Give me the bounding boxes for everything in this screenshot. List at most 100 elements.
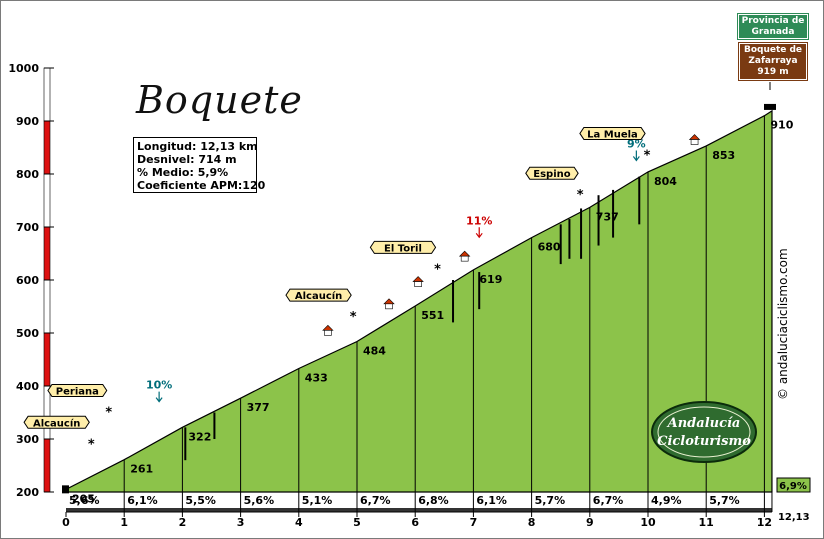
profile-base-strip <box>66 508 772 512</box>
segment-grade-label: 5,5% <box>185 494 216 507</box>
house-icon <box>324 330 332 336</box>
x-tick-label: 11 <box>699 516 714 529</box>
x-tick-label: 9 <box>586 516 594 529</box>
x-tick-label: 10 <box>640 516 656 529</box>
x-tick-label: 7 <box>470 516 478 529</box>
segment-grade-label: 5,6% <box>69 494 100 507</box>
last-grade-label: 6,9% <box>779 481 807 492</box>
place-marker-icon: * <box>105 406 112 421</box>
x-end-label: 12,13 <box>778 512 810 523</box>
stat-length: Longitud: 12,13 km <box>137 140 258 153</box>
altitude-label: 551 <box>421 309 444 322</box>
place-signs: Alcaucín * Periana * Alcaucín * El Toril * Espin… <box>23 82 776 494</box>
profile-fill <box>65 109 773 493</box>
altitude-label: 619 <box>479 273 502 286</box>
y-tick-label: 1000 <box>8 62 39 75</box>
stat-avg: % Medio: 5,9% <box>137 166 229 179</box>
place-label: Alcaucín <box>33 417 80 429</box>
place-sign <box>579 126 646 140</box>
province-sign: Provincia de Granada <box>737 13 809 40</box>
stat-gain: Desnivel: 714 m <box>137 153 237 166</box>
stats-box: Longitud: 12,13 km Desnivel: 714 m % Med… <box>133 137 266 193</box>
house-icon <box>458 250 471 257</box>
altitude-label: 261 <box>130 463 153 476</box>
profile-labels: 0 1 2 3 4 5 6 7 8 9 10 11 12 12,132052613223774334845… <box>62 119 811 529</box>
segment-grade-label: 5,7% <box>535 494 566 507</box>
logo-text-line-1: Andalucía <box>666 416 741 431</box>
pass-line-3: 919 m <box>757 67 789 77</box>
y-axis-band <box>43 279 51 334</box>
place-label: El Toril <box>384 243 422 254</box>
y-tick-label: 500 <box>16 327 39 340</box>
segment-grade-label: 6,8% <box>418 494 449 507</box>
house-icon <box>460 255 469 262</box>
place-sign <box>47 384 108 397</box>
house-icon <box>412 276 424 282</box>
segment-grade-label: 6,7% <box>360 494 391 507</box>
place-sign <box>285 288 352 302</box>
y-axis-band <box>43 438 51 493</box>
stat-coef: Coeficiente APM:120 <box>137 179 266 192</box>
house-icon <box>383 298 395 305</box>
house-icon <box>322 324 334 331</box>
y-tick-label: 300 <box>16 433 39 446</box>
province-line-2: Granada <box>751 27 795 37</box>
down-arrow-icon <box>475 227 483 239</box>
house-icon <box>688 134 701 140</box>
y-axis-band <box>43 120 51 175</box>
y-axis-band <box>43 67 51 122</box>
logo-ellipse <box>651 401 757 463</box>
altitude-label: 322 <box>188 430 211 443</box>
pass-line-2: Zafarraya <box>748 56 798 66</box>
x-tick-label: 1 <box>120 516 128 529</box>
province-line-1: Provincia de <box>741 16 805 26</box>
segment-grade-label: 5,6% <box>244 494 275 507</box>
y-tick-label: 200 <box>16 486 39 499</box>
segment-grade-label: 6,1% <box>127 494 158 507</box>
x-tick-label: 2 <box>179 516 187 529</box>
y-tick-label: 800 <box>16 168 39 181</box>
place-label: La Muela <box>587 129 638 140</box>
segment-grade-label: 4,9% <box>651 494 682 507</box>
x-tick-label: 0 <box>62 516 70 529</box>
profile-marks <box>65 110 773 517</box>
x-tick-label: 8 <box>528 516 536 529</box>
logo-ring <box>657 406 751 458</box>
y-axis-band <box>43 385 51 440</box>
altitude-label: 377 <box>247 401 270 414</box>
place-marker-icon: * <box>434 262 441 277</box>
segment-grade-label: 6,1% <box>476 494 507 507</box>
start-marker-icon <box>62 485 69 494</box>
place-label: Periana <box>56 387 99 398</box>
y-tick-label: 900 <box>16 115 39 128</box>
y-tick-label: 400 <box>16 380 39 393</box>
gradient-annotation: 9% <box>627 137 646 150</box>
down-arrow-icon <box>632 150 640 162</box>
altitude-label: 680 <box>538 241 561 254</box>
place-marker-icon: * <box>644 148 651 163</box>
place-marker-icon: * <box>350 310 357 325</box>
place-label: Espino <box>533 169 570 180</box>
down-arrow-icon <box>155 391 163 403</box>
x-tick-label: 5 <box>353 516 361 529</box>
altitude-label: 205 <box>72 492 95 505</box>
page-title: Boquete <box>136 78 303 122</box>
x-tick-label: 12 <box>757 516 772 529</box>
x-tick-label: 4 <box>295 516 303 529</box>
y-axis-band <box>43 173 51 228</box>
x-tick-label: 6 <box>411 516 419 529</box>
place-marker-icon: * <box>577 188 584 203</box>
place-sign <box>369 240 437 254</box>
segment-grade-label: 6,7% <box>593 494 624 507</box>
altitude-label: 853 <box>712 149 735 162</box>
segment-grade-label: 5,7% <box>709 494 740 507</box>
place-sign <box>23 415 90 429</box>
y-axis-band <box>43 332 51 387</box>
last-grade-box <box>776 477 811 493</box>
y-tick-label: 700 <box>16 221 39 234</box>
y-axis: 200 300 400 500 600 700 800 900 1000 <box>8 62 54 499</box>
profile-area <box>65 109 773 513</box>
gradient-annotation: 10% <box>146 379 172 392</box>
logo-text-line-2: Cicloturismo <box>657 434 751 449</box>
